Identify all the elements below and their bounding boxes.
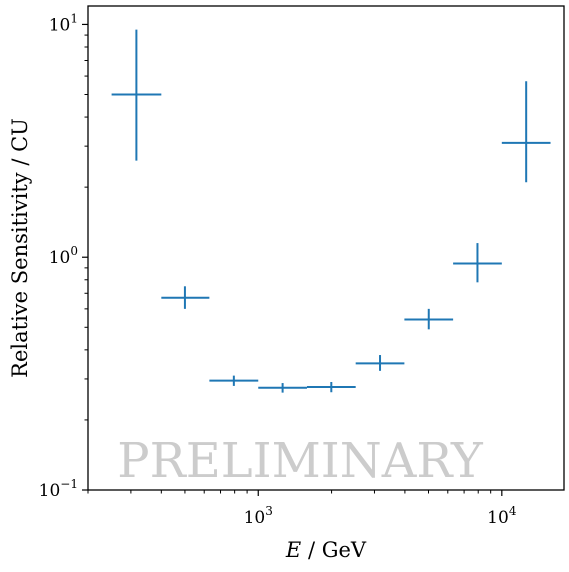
watermark-text: PRELIMINARY: [117, 433, 484, 489]
data-point: [404, 308, 454, 330]
data-point: [453, 243, 502, 283]
data-point: [111, 29, 162, 161]
axes-frame: [87, 5, 565, 491]
y-tick-label: 10−1: [39, 477, 78, 501]
data-point: [306, 382, 356, 393]
data-point: [161, 286, 210, 309]
data-point: [258, 383, 307, 393]
data-point: [501, 81, 551, 183]
plot-area: [111, 29, 551, 393]
y-tick-label: 101: [49, 11, 78, 35]
x-tick-label: 103: [244, 504, 273, 528]
data-point: [209, 375, 259, 386]
axis-ticks: 103 104 10−1 100 101: [39, 11, 517, 528]
x-axis-label: E / GeV: [285, 538, 367, 562]
x-tick-label: 104: [487, 504, 517, 528]
y-tick-label: 100: [49, 244, 78, 268]
y-axis-label: Relative Sensitivity / CU: [8, 118, 32, 378]
data-point: [355, 355, 405, 371]
